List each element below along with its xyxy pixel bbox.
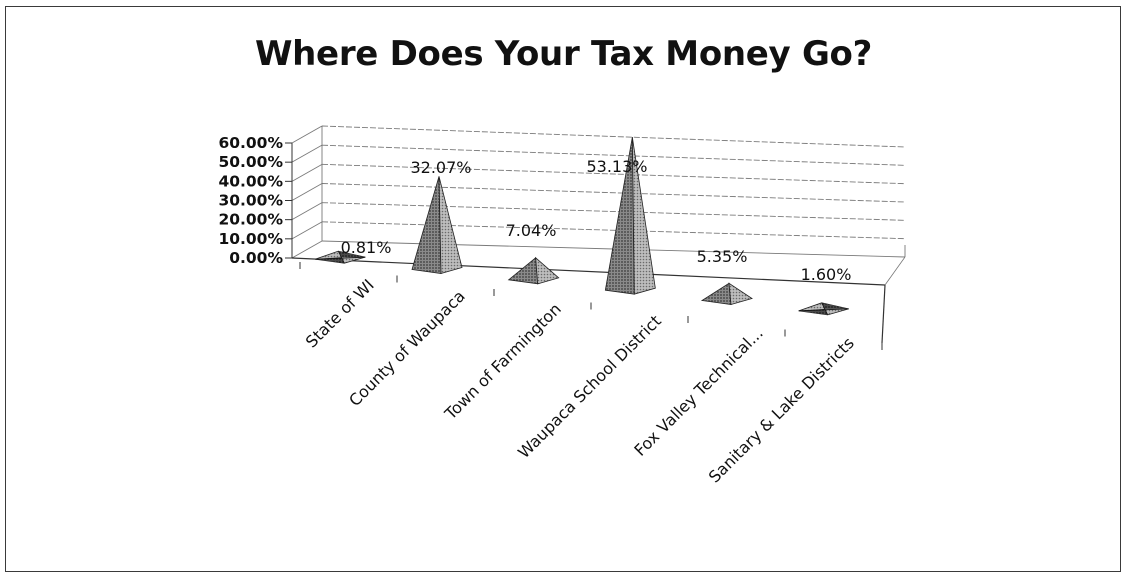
pyramid-face-side [535,256,560,285]
side-gridline [291,163,323,182]
side-gridline [291,202,323,221]
x-axis-line [291,257,886,286]
y-tick-label: 40.00% [218,172,283,190]
data-label: 0.81% [341,238,392,257]
pyramid-bar [700,282,753,306]
data-label: 7.04% [506,221,557,240]
data-label: 5.35% [697,247,748,266]
pyramid-face-front [411,176,442,274]
data-label: 53.13% [586,157,647,176]
data-label: 32.07% [410,158,471,177]
pyramid-edge [798,308,849,312]
pyramid-face-side [728,282,753,306]
y-axis-tick-labels: 0.00%10.00%20.00%30.00% 40.00%50.00%60.00… [218,134,283,267]
pyramid-face-front [507,257,539,285]
pyramid-marks [315,137,849,316]
y-tick-label: 0.00% [229,249,283,267]
side-gridline [291,144,323,163]
pyramid-facet-right [338,251,366,258]
floor-back-edge [884,256,906,286]
chart-frame [5,6,1121,572]
side-gridline [291,221,323,240]
gridline [321,125,906,148]
pyramid-bar [604,137,656,295]
pyramid-bar [507,256,560,285]
y-tick-label: 30.00% [218,192,283,210]
category-label: Town of Farmington [440,299,564,423]
gridline [321,163,906,185]
chart-title: Where Does Your Tax Money Go? [254,34,873,74]
y-tick-label: 10.00% [218,230,283,248]
category-label: County of Waupaca [345,286,469,410]
side-gridline [291,240,323,259]
side-gridline [291,183,323,201]
category-label: State of WI [302,275,378,351]
pyramid-bar [798,302,849,316]
gridline [321,183,906,203]
pyramid-face-side [438,176,463,275]
gridline [321,144,906,166]
y-tick-label: 50.00% [218,153,283,171]
data-label: 1.60% [801,265,852,284]
axes [285,126,906,350]
pyramid-bar [315,250,366,264]
pyramid-face-front [700,282,732,305]
gridlines [291,125,906,259]
data-labels: 0.81% 32.07% 7.04% 53.13% 5.35% 1.60% [341,157,852,284]
pyramid-edge [821,302,829,316]
pyramid-face-side [631,137,656,295]
pyramid-facet-right [821,302,849,309]
y-tick-label: 60.00% [218,134,283,152]
pyramid-bar [411,176,463,275]
gridline [321,202,906,221]
gridline [321,221,906,240]
y-tick-label: 20.00% [218,211,283,229]
pyramid-edge [337,250,345,264]
pyramid-edge [315,256,366,260]
floor-right-edge [881,284,886,344]
side-gridline [291,125,323,144]
